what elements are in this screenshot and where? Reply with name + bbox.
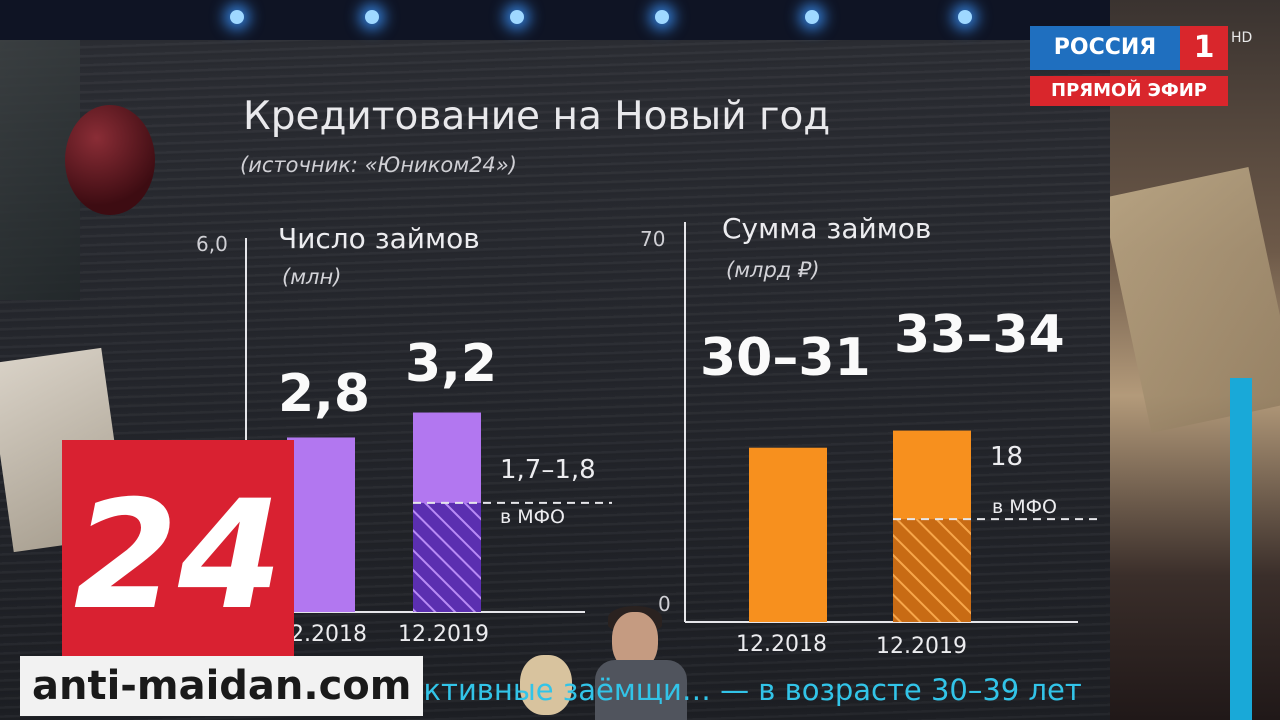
right-segment-value: 18 (990, 442, 1024, 472)
left-bar-12.2018 (287, 437, 355, 612)
left-chart-unit: (млн) (282, 265, 342, 289)
cyan-stage-light (1230, 378, 1252, 720)
right-value-label-2018: 30–31 (700, 328, 871, 388)
left-segment-value: 1,7–1,8 (500, 455, 596, 485)
live-badge: ПРЯМОЙ ЭФИР (1030, 76, 1228, 106)
hd-label: HD (1231, 30, 1253, 46)
right-category-2018: 12.2018 (736, 632, 827, 657)
chart-subtitle: (источник: «Юником24») (240, 153, 517, 177)
guest-head (520, 655, 572, 715)
light-1 (230, 10, 244, 24)
presenter-body (595, 660, 687, 720)
right-category-2019: 12.2019 (876, 634, 967, 659)
christmas-ornament (65, 105, 155, 215)
left-value-label-2019: 3,2 (405, 334, 498, 394)
light-2 (365, 10, 379, 24)
left-category-2019: 12.2019 (398, 622, 489, 647)
light-4 (655, 10, 669, 24)
right-bar-segment-mfo (893, 519, 971, 622)
right-y-tick-bottom: 0 (658, 592, 671, 616)
right-chart-unit: (млрд ₽) (726, 258, 820, 282)
right-value-label-2019: 33–34 (894, 305, 1065, 365)
light-6 (958, 10, 972, 24)
right-y-tick-top: 70 (640, 227, 666, 251)
rossiya24-logo: 24 (62, 440, 294, 672)
light-3 (510, 10, 524, 24)
right-segment-label: в МФО (992, 496, 1057, 518)
left-chart-heading: Число займов (278, 222, 480, 255)
watermark: anti-maidan.com (20, 656, 424, 716)
caption-text: …амы активные заёмщи… — в возрасте 30–39… (305, 673, 1082, 707)
chart-title: Кредитование на Новый год (243, 94, 831, 139)
channel-name-badge: РОССИЯ (1030, 26, 1180, 70)
light-5 (805, 10, 819, 24)
left-bar-segment-mfo (413, 502, 481, 612)
right-bar-12.2018 (749, 447, 827, 622)
ceiling-lights (0, 0, 1110, 40)
left-y-tick-top: 6,0 (196, 232, 228, 256)
left-value-label-2018: 2,8 (278, 364, 371, 424)
right-chart-heading: Сумма займов (722, 212, 932, 245)
channel-number-badge: 1 (1180, 26, 1228, 70)
left-segment-label: в МФО (500, 506, 565, 528)
